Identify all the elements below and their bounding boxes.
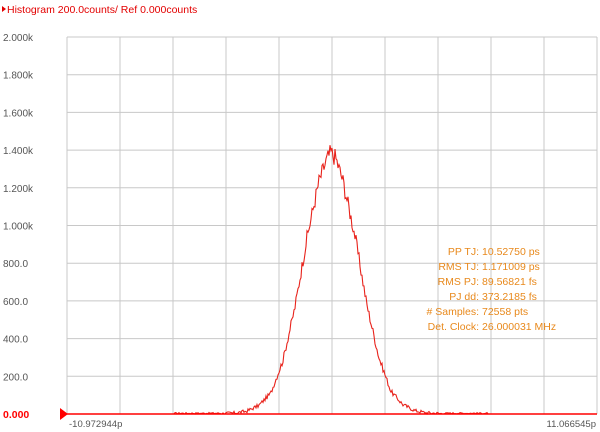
y-tick-label: 1.600k	[3, 108, 34, 119]
measurement-value: 26.000031 MHz	[482, 321, 556, 333]
x-min-label: -10.972944p	[69, 419, 122, 430]
x-max-label: 11.066545p	[547, 419, 597, 430]
y-tick-label: 200.0	[3, 372, 28, 383]
y-tick-label: 1.800k	[3, 71, 34, 82]
measurement-label: PJ dd:	[449, 291, 479, 303]
y-axis-ticks: 200.0 400.0 600.0 800.0 1.000k 1.200k 1.400k 1.…	[3, 33, 34, 383]
measurement-label: RMS TJ:	[438, 261, 479, 273]
measurement-value: 373.2185 fs	[482, 291, 537, 303]
y-tick-label: 1.200k	[3, 184, 34, 195]
chart-title-text: Histogram 200.0counts/ Ref 0.000counts	[7, 4, 198, 16]
x-axis-ticks: -10.972944p 11.066545p	[69, 419, 596, 430]
plot-grid	[66, 36, 598, 415]
y-tick-label: 1.000k	[3, 222, 34, 233]
measurement-value: 10.52750 ps	[482, 246, 540, 258]
measurement-value: 1.171009 ps	[482, 261, 540, 273]
y-tick-label: 600.0	[3, 297, 28, 308]
chart-title[interactable]: Histogram 200.0counts/ Ref 0.000counts	[2, 3, 197, 17]
measurement-label: # Samples:	[426, 306, 479, 318]
y-tick-label: 2.000k	[3, 33, 34, 44]
y-tick-label-zero: 0.000	[3, 409, 29, 421]
measurement-label: RMS PJ:	[438, 276, 479, 288]
measurement-value: 72558 pts	[482, 306, 528, 318]
y-tick-label: 1.400k	[3, 146, 34, 157]
y-tick-label: 400.0	[3, 335, 28, 346]
reference-marker-icon[interactable]	[60, 408, 68, 420]
reference-level: 0.000	[3, 408, 597, 421]
expand-triangle-icon[interactable]	[2, 6, 6, 12]
measurement-label: PP TJ:	[448, 246, 479, 258]
measurement-value: 89.56821 fs	[482, 276, 537, 288]
y-tick-label: 800.0	[3, 259, 28, 270]
measurement-label: Det. Clock:	[428, 321, 479, 333]
